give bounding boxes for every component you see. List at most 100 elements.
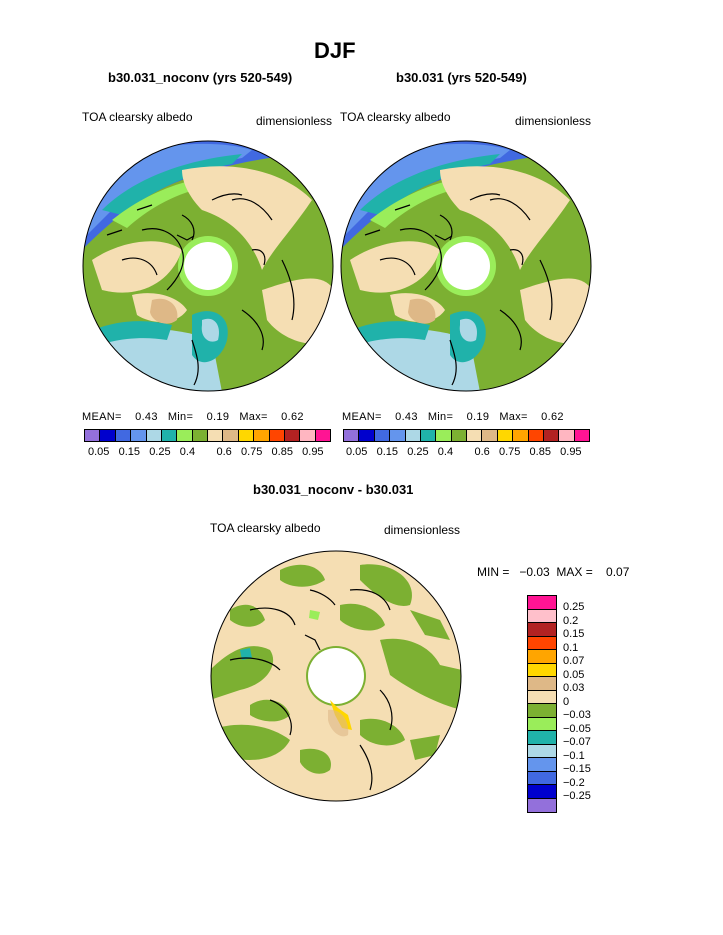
tick: 0.95 [560,446,582,458]
diff-colorbar-tick: 0.07 [563,655,585,667]
diff-colorbar-swatch [528,650,556,664]
tick: 0.75 [240,446,263,458]
diff-colorbar-tick: −0.07 [563,736,591,748]
colorbar-swatch [208,430,224,441]
diff-colorbar-swatch [528,771,556,785]
colorbar-swatch [131,430,147,441]
diff-colorbar-swatch [528,636,556,650]
diff-colorbar-swatch [528,623,556,637]
panel1-stats: MEAN= 0.43 Min= 0.19 Max= 0.62 [82,411,304,423]
colorbar-swatch [85,430,101,441]
panel1-colorbar-ticks: 0.05 0.15 0.25 0.4 0.6 0.75 0.85 0.95 [88,446,324,458]
colorbar-swatch [344,430,360,441]
panel2-min-value: 0.19 [466,411,490,423]
diff-polar-map [210,550,462,802]
diff-colorbar-tick: −0.2 [563,776,585,789]
diff-colorbar-swatch [528,609,556,623]
tick: 0.95 [302,446,324,458]
tick: 0.85 [529,446,551,458]
diff-colorbar-tick: −0.15 [563,763,591,775]
colorbar-swatch [177,430,193,441]
panel1-mean-value: 0.43 [135,411,158,423]
diff-variable-label: TOA clearsky albedo [210,521,321,535]
colorbar-swatch [528,430,544,441]
colorbar-swatch [115,430,132,441]
season-title: DJF [314,38,356,63]
diff-colorbar-swatch [528,690,556,704]
tick: 0.6 [474,446,490,458]
colorbar-swatch [559,430,575,441]
panel1-variable-label: TOA clearsky albedo [82,110,193,124]
panel2-min-label: Min= [427,411,454,423]
panel1-max-value: 0.62 [281,411,304,423]
colorbar-swatch [100,430,116,441]
tick: 0.25 [149,446,171,458]
colorbar-swatch [284,430,301,441]
colorbar-swatch [374,430,391,441]
colorbar-swatch [451,430,467,441]
diff-colorbar-swatch [528,663,556,677]
diff-colorbar-swatch [528,785,556,799]
colorbar-swatch [146,430,162,441]
tick: 0.75 [498,446,521,458]
tick: 0.05 [346,446,368,458]
colorbar-swatch [192,430,208,441]
panel2-colorbar-ticks: 0.05 0.15 0.25 0.4 0.6 0.75 0.85 0.95 [346,446,582,458]
colorbar-swatch [420,430,437,441]
tick: 0.85 [271,446,293,458]
diff-colorbar-tick: 0.03 [563,682,585,694]
diff-minmax: MIN = −0.03 MAX = 0.07 [477,565,630,579]
panel1-case-title: b30.031_noconv (yrs 520-549) [108,70,293,85]
panel1-polar-map [82,140,334,392]
diff-colorbar-swatch [528,731,556,745]
diff-colorbar-swatch [528,717,556,731]
diff-colorbar-tick: 0.2 [563,614,579,627]
panel2-units-label: dimensionless [515,114,592,128]
colorbar-swatch [390,430,406,441]
panel1-max-label: Max= [239,411,268,423]
diff-colorbar-tick: 0 [563,695,570,708]
colorbar-swatch [238,430,255,441]
panel2-stats: MEAN= 0.43 Min= 0.19 Max= 0.62 [342,411,564,423]
panel2-case-title: b30.031 (yrs 520-549) [396,70,527,85]
diff-colorbar-swatch [528,704,556,718]
panel2-mean-label: MEAN= [342,411,382,423]
tick: 0.4 [437,446,454,458]
colorbar-swatch [436,430,452,441]
diff-colorbar-tick: −0.05 [563,722,591,735]
colorbar-swatch [300,430,316,441]
diff-colorbar-tick: 0.05 [563,668,585,681]
colorbar-swatch [497,430,514,441]
colorbar-swatch [161,430,178,441]
panel2-variable-label: TOA clearsky albedo [340,110,451,124]
colorbar-swatch [574,430,589,441]
tick: 0.4 [179,446,196,458]
tick: 0.15 [118,446,141,458]
panel2-mean-value: 0.43 [395,411,418,423]
colorbar-swatch [315,430,330,441]
diff-colorbar-tick: 0.1 [563,641,579,654]
diff-colorbar [527,595,557,813]
panel1-min-label: Min= [167,411,194,423]
panel2-max-label: Max= [499,411,528,423]
panel1-units-label: dimensionless [256,114,333,128]
diff-colorbar-swatch [528,798,556,812]
diff-colorbar-tick: −0.03 [563,709,591,721]
colorbar-swatch [359,430,375,441]
diff-colorbar-tick: −0.1 [563,749,585,762]
panel2-max-value: 0.62 [541,411,564,423]
diff-colorbar-swatch [528,758,556,772]
panel2-polar-map [340,140,592,392]
tick: 0.25 [407,446,429,458]
colorbar-swatch [223,430,239,441]
colorbar-swatch [467,430,483,441]
diff-colorbar-tick: 0.15 [563,628,585,640]
panel1-colorbar [84,429,331,442]
tick: 0.05 [88,446,110,458]
diff-title: b30.031_noconv - b30.031 [253,482,414,497]
panel1-mean-label: MEAN= [82,411,122,423]
colorbar-swatch [482,430,498,441]
colorbar-swatch [254,430,270,441]
panel1-min-value: 0.19 [206,411,230,423]
colorbar-swatch [513,430,529,441]
